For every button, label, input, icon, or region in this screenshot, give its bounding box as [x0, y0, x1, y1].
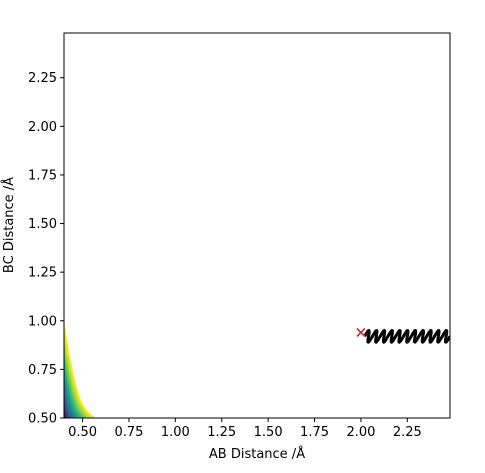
- contour-level: [64, 404, 69, 418]
- x-tick-label: 0.50: [68, 425, 97, 440]
- y-tick-label: 0.75: [28, 363, 57, 378]
- contour-level: [64, 400, 70, 418]
- contour-level: [64, 390, 73, 418]
- plot-frame: [63, 32, 451, 419]
- x-tick-label: 1.00: [161, 425, 190, 440]
- plot-background: [64, 33, 450, 418]
- x-axis-ticks: 0.50 0.75 1.00 1.25 1.50 1.75 2.00 2.25: [68, 418, 422, 440]
- x-tick-label: 2.00: [346, 425, 375, 440]
- y-tick-label: 2.00: [28, 120, 57, 135]
- y-tick-label: 1.00: [28, 314, 57, 329]
- y-axis-ticks: 0.50 0.75 1.00 1.25 1.50 1.75 2.00 2.25: [28, 71, 64, 427]
- y-tick-label: 1.50: [28, 217, 57, 232]
- x-tick-label: 1.75: [300, 425, 329, 440]
- contour-level: [64, 325, 96, 418]
- contour-level: [64, 338, 91, 418]
- trajectory-layer: [356, 327, 450, 344]
- trajectory-line: [363, 329, 450, 344]
- contour-level: [64, 329, 94, 418]
- x-tick-label: 1.25: [207, 425, 236, 440]
- y-tick-label: 0.50: [28, 412, 57, 427]
- x-tick-label: 0.75: [114, 425, 143, 440]
- x-tick-label: 2.25: [393, 425, 422, 440]
- y-tick-label: 1.25: [28, 266, 57, 281]
- y-tick-label: 1.75: [28, 168, 57, 183]
- y-axis-label: BC Distance /Å: [1, 177, 17, 273]
- y-tick-label: 2.25: [28, 71, 57, 86]
- x-axis-label: AB Distance /Å: [209, 446, 305, 462]
- start-marker: [356, 327, 366, 338]
- x-tick-label: 1.50: [254, 425, 283, 440]
